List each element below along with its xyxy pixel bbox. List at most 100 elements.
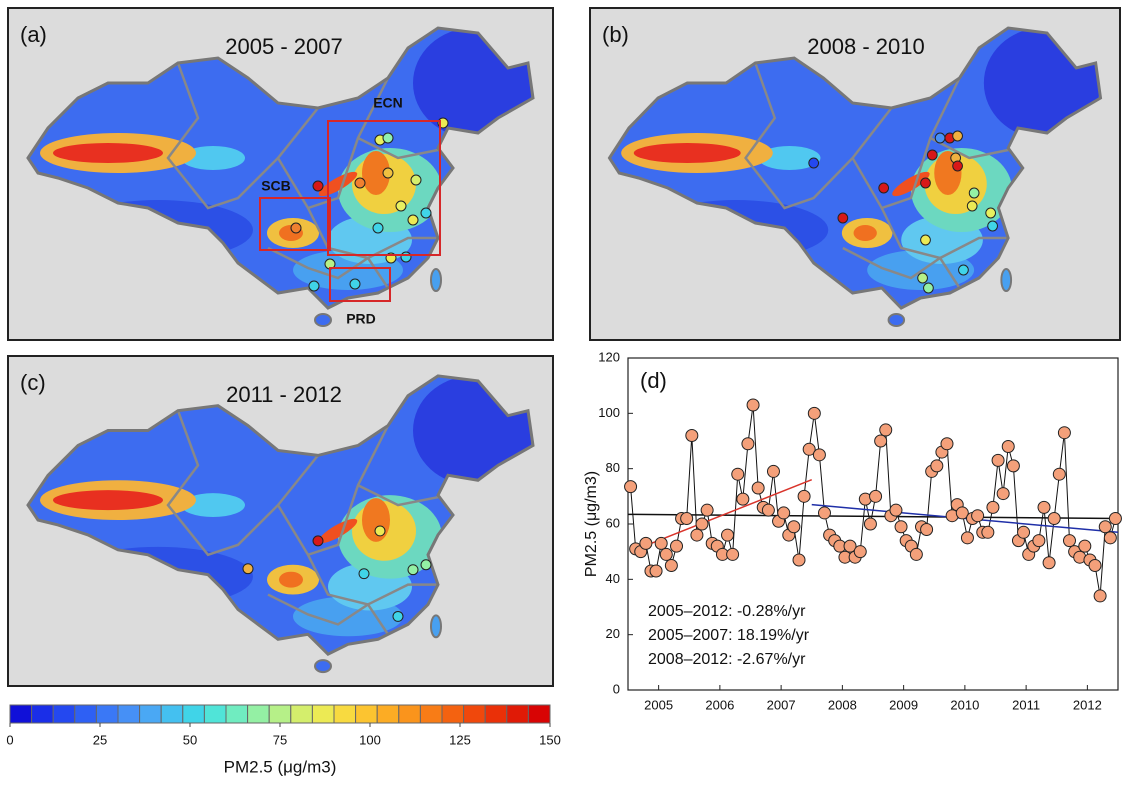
colorbar-cell xyxy=(160,704,184,724)
colorbar-tick-label: 0 xyxy=(6,732,13,747)
colorbar-cell xyxy=(441,704,465,724)
map-title: 2011 - 2012 xyxy=(226,382,342,407)
data-point xyxy=(751,481,765,495)
region-label: SCB xyxy=(261,178,291,194)
colorbar-cell xyxy=(139,704,162,724)
x-tick-label: 2008 xyxy=(828,697,857,712)
data-point xyxy=(731,467,745,481)
site-marker xyxy=(985,207,997,219)
site-marker xyxy=(808,157,820,169)
colorbar-tick-label: 50 xyxy=(183,732,197,747)
site-marker xyxy=(358,568,370,580)
panel-label: (d) xyxy=(640,368,667,393)
data-point xyxy=(649,564,663,578)
site-marker xyxy=(349,278,361,290)
data-point xyxy=(853,545,867,559)
data-point xyxy=(654,536,668,550)
data-point xyxy=(746,398,760,412)
data-point xyxy=(996,487,1010,501)
site-marker xyxy=(392,610,404,622)
colorbar-cell xyxy=(333,704,357,724)
data-point xyxy=(940,437,954,451)
data-point xyxy=(766,464,780,478)
x-tick-label: 2006 xyxy=(705,697,734,712)
colorbar-cell xyxy=(484,704,508,724)
region-label: ECN xyxy=(373,95,403,111)
data-point xyxy=(894,520,908,534)
data-point xyxy=(1103,531,1117,545)
data-point xyxy=(680,511,694,525)
data-point xyxy=(761,503,775,517)
data-point xyxy=(817,506,831,520)
data-point xyxy=(659,547,673,561)
panel-label: (c) xyxy=(20,370,46,395)
map-panel: ECN SCB PRD xyxy=(28,28,533,327)
colorbar-cell xyxy=(31,704,54,724)
site-marker xyxy=(837,212,849,224)
x-tick-label: 2007 xyxy=(767,697,796,712)
data-point xyxy=(802,442,816,456)
data-point xyxy=(726,547,740,561)
x-tick-label: 2012 xyxy=(1073,697,1102,712)
data-point xyxy=(1001,440,1015,454)
data-point xyxy=(863,517,877,531)
site-marker xyxy=(395,200,407,212)
site-marker xyxy=(290,222,302,234)
data-point xyxy=(792,553,806,567)
data-point xyxy=(1032,534,1046,548)
data-point xyxy=(955,506,969,520)
colorbar-label: PM2.5 (μg/m3) xyxy=(224,757,337,776)
region-box xyxy=(329,267,391,302)
data-point xyxy=(1108,511,1122,525)
site-marker xyxy=(400,251,412,263)
map-title: 2008 - 2010 xyxy=(807,34,924,59)
site-marker xyxy=(242,563,254,575)
data-point xyxy=(787,520,801,534)
data-point xyxy=(690,528,704,542)
data-point xyxy=(1098,520,1112,534)
site-marker xyxy=(312,535,324,547)
trend-annotation: 2008–2012: -2.67%/yr xyxy=(648,651,806,668)
data-point xyxy=(1006,459,1020,473)
data-point xyxy=(664,559,678,572)
site-marker xyxy=(952,130,963,142)
x-tick-label: 2011 xyxy=(1012,697,1040,712)
site-marker xyxy=(308,280,320,292)
trend-annotation: 2005–2007: 18.19%/yr xyxy=(648,627,810,644)
colorbar-cell xyxy=(376,704,400,724)
colorbar-cell xyxy=(419,704,443,724)
colorbar-tick-label: 125 xyxy=(449,732,471,747)
region-label: PRD xyxy=(346,311,376,327)
data-point xyxy=(807,406,821,420)
colorbar-cell xyxy=(225,704,249,724)
colorbar-cell xyxy=(203,704,227,724)
colorbar-tick-label: 25 xyxy=(93,732,107,747)
site-marker xyxy=(966,200,978,212)
data-point xyxy=(721,528,735,542)
data-point xyxy=(889,503,903,517)
site-marker xyxy=(878,182,890,194)
data-point xyxy=(777,506,791,520)
data-point xyxy=(874,434,888,448)
colorbar-cell xyxy=(290,704,313,724)
site-marker xyxy=(354,177,366,189)
site-marker xyxy=(923,282,934,294)
y-tick-label: 60 xyxy=(606,515,620,530)
data-point xyxy=(1057,426,1071,440)
data-point xyxy=(986,500,1000,514)
data-point xyxy=(879,423,893,437)
data-point xyxy=(695,517,709,531)
colorbar-cell xyxy=(398,704,421,724)
site-marker xyxy=(987,220,998,232)
data-point xyxy=(991,453,1005,467)
x-tick-label: 2009 xyxy=(889,697,918,712)
colorbar-tick-label: 75 xyxy=(273,732,287,747)
region-box xyxy=(327,120,441,256)
data-point xyxy=(1042,556,1056,570)
site-marker xyxy=(382,132,394,144)
data-point xyxy=(797,489,811,503)
data-point xyxy=(1047,511,1061,525)
data-point xyxy=(1062,534,1076,548)
site-marker xyxy=(407,564,419,576)
